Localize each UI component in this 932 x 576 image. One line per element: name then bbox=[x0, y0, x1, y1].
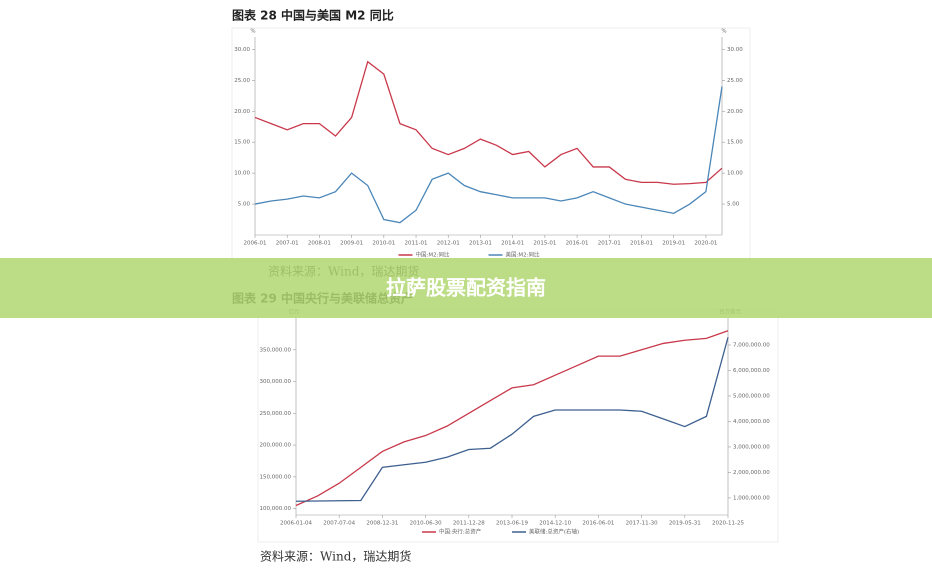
x-tick-label: 2020-01 bbox=[694, 241, 717, 247]
x-tick-label: 2010-06-30 bbox=[410, 521, 442, 527]
x-tick-label: 2012-01 bbox=[437, 241, 460, 247]
y-tick-label: 350,000.00 bbox=[260, 347, 292, 353]
y-tick-label: 20.00 bbox=[234, 109, 250, 115]
x-tick-label: 2019-01 bbox=[662, 241, 685, 247]
x-tick-label: 2006-01-04 bbox=[280, 521, 312, 527]
y-tick-label: 5.00 bbox=[238, 202, 251, 208]
y-tick-label: 25.00 bbox=[234, 78, 250, 84]
y-tick-label: 30.00 bbox=[234, 47, 250, 53]
y-unit: % bbox=[250, 29, 255, 35]
y2-tick-label: 7,000,000.00 bbox=[733, 343, 770, 349]
x-tick-label: 2019-05-31 bbox=[669, 521, 701, 527]
y2-tick-label: 6,000,000.00 bbox=[733, 368, 770, 374]
y2-tick-label: 25.00 bbox=[727, 78, 743, 84]
x-tick-label: 2006-01 bbox=[244, 241, 267, 247]
y2-tick-label: 4,000,000.00 bbox=[733, 419, 770, 425]
series-line bbox=[254, 60, 723, 185]
x-tick-label: 2008-01 bbox=[308, 241, 331, 247]
y2-tick-label: 5.00 bbox=[727, 202, 740, 208]
y2-tick-label: 3,000,000.00 bbox=[733, 444, 770, 450]
y-tick-label: 15.00 bbox=[234, 140, 250, 146]
y-tick-label: 10.00 bbox=[234, 171, 250, 177]
x-tick-label: 2009-01 bbox=[340, 241, 363, 247]
series-line bbox=[295, 337, 729, 502]
legend-label: 美国:M2:同比 bbox=[506, 251, 540, 259]
x-tick-label: 2014-12-10 bbox=[539, 521, 571, 527]
source-note: 资料来源：Wind，瑞达期货 bbox=[260, 549, 411, 564]
x-tick-label: 2011-01 bbox=[405, 241, 428, 247]
y2-tick-label: 2,000,000.00 bbox=[733, 470, 770, 476]
y2-tick-label: 30.00 bbox=[727, 47, 743, 53]
y2-tick-label: 1,000,000.00 bbox=[733, 495, 770, 501]
x-tick-label: 2014-01 bbox=[501, 241, 524, 247]
y2-tick-label: 10.00 bbox=[727, 171, 743, 177]
series-line bbox=[254, 86, 723, 224]
x-tick-label: 2007-07-04 bbox=[323, 521, 355, 527]
x-tick-label: 2013-06-19 bbox=[496, 521, 528, 527]
banner-text: 拉萨股票配资指南 bbox=[386, 276, 546, 300]
x-tick-label: 2020-11-25 bbox=[712, 521, 744, 527]
y2-tick-label: 5,000,000.00 bbox=[733, 393, 770, 399]
chart-panel bbox=[231, 27, 751, 261]
chart-title: 图表 28 中国与美国 M2 同比 bbox=[232, 8, 394, 23]
x-tick-label: 2015-01 bbox=[533, 241, 556, 247]
x-tick-label: 2008-12-31 bbox=[366, 521, 398, 527]
x-tick-label: 2017-11-30 bbox=[626, 521, 658, 527]
x-tick-label: 2011-12-28 bbox=[453, 521, 485, 527]
y-tick-label: 200,000.00 bbox=[260, 443, 292, 449]
x-tick-label: 2007-01 bbox=[276, 241, 299, 247]
x-tick-label: 2010-01 bbox=[372, 241, 395, 247]
legend-label: 美联储:总资产(右轴) bbox=[529, 528, 579, 536]
legend-label: 中国:M2:同比 bbox=[416, 251, 450, 259]
x-tick-label: 2017-01 bbox=[598, 241, 621, 247]
y2-unit: % bbox=[721, 29, 726, 35]
chart-panel bbox=[257, 309, 779, 543]
y-tick-label: 300,000.00 bbox=[260, 379, 292, 385]
y2-tick-label: 20.00 bbox=[727, 109, 743, 115]
banner bbox=[0, 258, 932, 318]
y-tick-label: 150,000.00 bbox=[260, 474, 292, 480]
y-tick-label: 250,000.00 bbox=[260, 411, 292, 417]
x-tick-label: 2016-01 bbox=[566, 241, 589, 247]
x-tick-label: 2018-01 bbox=[630, 241, 653, 247]
series-line bbox=[295, 330, 729, 507]
x-tick-label: 2016-06-01 bbox=[582, 521, 614, 527]
y-tick-label: 100,000.00 bbox=[260, 506, 292, 512]
legend-label: 中国:央行:总资产 bbox=[439, 528, 482, 536]
y2-tick-label: 15.00 bbox=[727, 140, 743, 146]
x-tick-label: 2013-01 bbox=[469, 241, 492, 247]
